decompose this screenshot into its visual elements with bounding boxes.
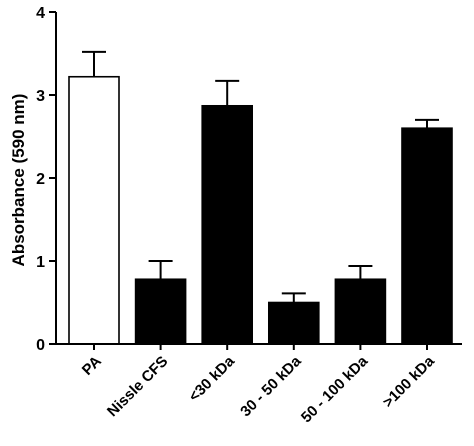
y-tick-label: 4 — [36, 5, 45, 22]
y-tick-label: 2 — [36, 171, 45, 188]
x-category-label: >100 kDa — [380, 352, 439, 411]
bar — [201, 104, 253, 345]
bar — [134, 278, 187, 345]
y-tick-label: 1 — [36, 254, 45, 271]
bar — [401, 127, 453, 345]
y-axis-title: Absorbance (590 nm) — [9, 94, 28, 267]
bar — [68, 75, 120, 345]
y-tick-label: 3 — [36, 88, 45, 105]
x-category-label: PA — [79, 353, 105, 379]
x-category-label: <30 kDa — [186, 352, 239, 405]
bar — [334, 278, 387, 345]
x-category-label: Nissle CFS — [104, 353, 171, 420]
bar — [267, 301, 320, 345]
x-category-label: 30 - 50 kDa — [237, 352, 305, 420]
x-category-label: 50 - 100 kDa — [298, 352, 372, 426]
y-tick-label: 0 — [36, 337, 45, 354]
